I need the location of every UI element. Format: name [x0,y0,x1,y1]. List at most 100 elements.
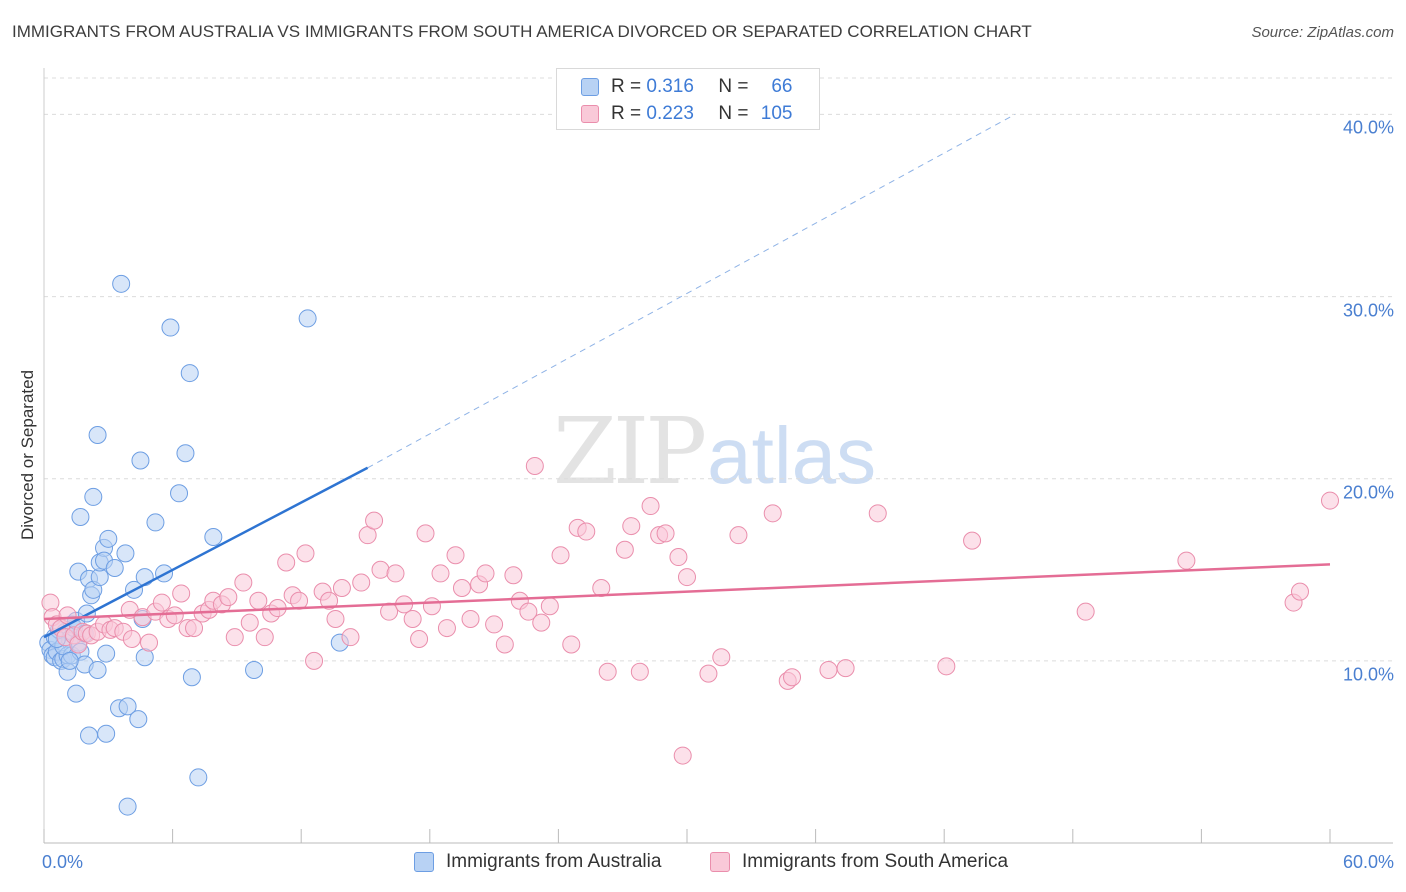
bottom-legend-label-south-america: Immigrants from South America [742,851,1009,872]
point-south-america [240,613,259,632]
legend-swatch-australia [581,78,599,96]
point-australia [161,318,180,337]
legend-n-value-south-america: 105 [760,103,793,124]
point-south-america [332,579,351,597]
x-tick-label: 60.0% [1342,852,1394,872]
point-south-america [729,526,748,545]
point-south-america [783,668,802,687]
grid-lines [44,77,1393,662]
point-south-america [255,628,274,647]
point-south-america [431,564,450,583]
point-south-america [172,584,191,603]
axes [43,68,1393,844]
point-south-america [422,597,441,616]
point-australia [84,487,103,506]
point-south-america [365,511,384,530]
point-south-america [598,662,617,681]
point-australia [245,660,264,679]
legend-n-label: N = [718,103,749,124]
legend-swatch-south-america [581,105,599,123]
trend-lines [43,113,1331,639]
point-south-america [551,546,570,565]
point-south-america [1290,582,1309,601]
data-points [39,274,1339,816]
point-australia [80,726,99,745]
point-south-america [641,497,660,516]
point-south-america [234,573,253,592]
y-tick-label: 10.0% [1342,664,1394,685]
point-australia [204,528,223,546]
bottom-legend-swatch-south-america [710,852,730,872]
point-south-america [525,456,544,475]
bottom-legend-south-america: Immigrants from South America [710,851,1008,873]
point-south-america [485,615,504,634]
point-south-america [452,579,471,597]
trend-line-australia-extension [367,113,1016,469]
point-south-america [495,635,514,654]
legend-row-australia: R = 0.316 N = 66 [581,75,793,99]
point-south-america [630,662,649,681]
point-australia [135,568,154,587]
bottom-legend-australia: Immigrants from Australia [414,851,661,873]
point-south-america [165,606,184,625]
point-south-america [615,540,634,559]
point-australia [116,544,135,563]
point-south-america [1321,491,1339,510]
point-australia [170,484,189,503]
point-south-america [937,657,956,676]
point-south-america [836,659,855,678]
point-south-america [963,531,982,550]
point-australia [88,426,107,444]
point-south-america [562,635,581,654]
legend-row-south-america: R = 0.223 N = 105 [581,102,793,126]
point-south-america [152,593,171,612]
point-south-america [326,609,345,628]
legend-r-value-south-america: 0.223 [646,103,694,124]
chart-title: IMMIGRANTS FROM AUSTRALIA VS IMMIGRANTS … [12,22,1032,41]
point-australia [298,309,317,328]
bottom-legend-label-australia: Immigrants from Australia [446,851,662,872]
point-south-america [656,524,675,543]
point-south-america [122,630,141,648]
point-south-america [225,628,244,647]
point-south-america [277,553,296,572]
point-south-america [712,648,731,667]
point-australia [112,274,131,293]
point-australia [71,507,90,526]
point-australia [118,797,137,816]
y-tick-label: 20.0% [1342,482,1394,503]
point-south-america [403,609,422,628]
point-australia [105,558,124,577]
point-south-america [476,564,495,583]
point-australia [97,644,116,663]
point-south-america [296,544,315,563]
point-south-america [249,591,268,610]
point-south-america [540,597,559,616]
point-south-america [185,619,204,638]
point-south-america [519,602,538,621]
legend-r-label: R = [611,76,642,97]
point-south-america [219,588,238,607]
point-south-america [819,660,838,679]
point-south-america [1177,551,1196,570]
point-south-america [699,664,718,683]
point-australia [99,529,118,548]
point-south-america [352,573,371,592]
legend-r-value-australia: 0.316 [646,76,694,97]
point-south-america [673,746,692,765]
point-australia [189,768,208,787]
legend: R = 0.316 N = 66 R = 0.223 N = 105 [556,68,820,130]
point-south-america [504,566,523,585]
bottom-legend-swatch-australia [414,852,434,872]
chart-source: Source: ZipAtlas.com [1251,24,1394,41]
point-south-america [763,504,782,523]
point-australia [88,660,107,679]
point-south-america [1076,602,1095,621]
point-australia [146,513,165,532]
point-south-america [461,609,480,628]
y-tick-label: 40.0% [1342,117,1394,138]
point-australia [67,684,86,703]
point-south-america [341,628,360,647]
point-australia [129,710,148,729]
